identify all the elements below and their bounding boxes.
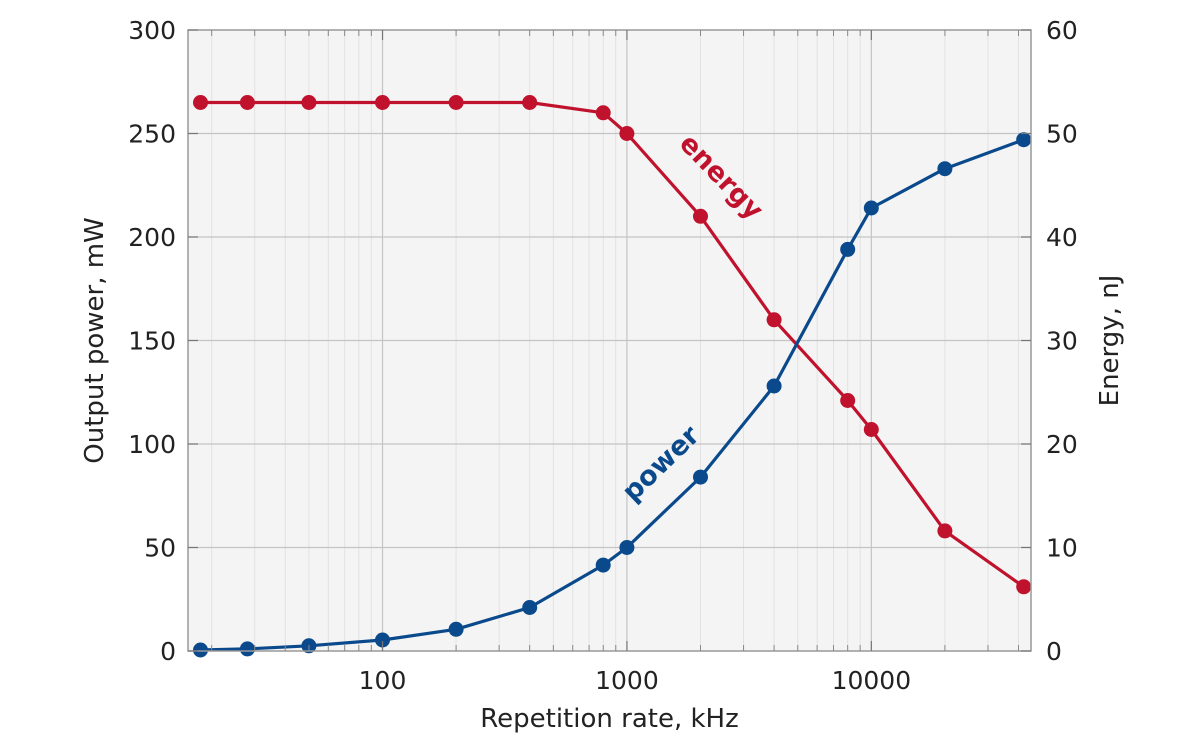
x-axis-title: Repetition rate, kHz <box>480 704 738 734</box>
y-left-tick-label: 300 <box>128 16 176 45</box>
y-right-tick-label: 40 <box>1046 223 1078 252</box>
power-data-point <box>522 600 538 615</box>
y-right-tick-label: 30 <box>1046 327 1078 356</box>
y-left-tick-label: 200 <box>128 223 176 252</box>
y-left-tick-label: 250 <box>128 120 176 149</box>
y-right-tick-label: 50 <box>1046 120 1078 149</box>
y-right-axis-title: Energy, nJ <box>1095 275 1125 407</box>
power-data-point <box>937 161 953 177</box>
power-data-point <box>693 469 708 485</box>
energy-data-point <box>193 95 208 110</box>
energy-data-point <box>301 95 317 110</box>
energy-data-point <box>840 393 856 408</box>
energy-data-point <box>937 523 953 539</box>
energy-data-point <box>766 312 782 328</box>
energy-data-point <box>863 422 879 437</box>
power-data-point <box>448 621 464 637</box>
y-right-tick-label: 0 <box>1046 637 1062 666</box>
energy-data-point <box>619 126 635 141</box>
power-data-point <box>1016 132 1032 148</box>
y-left-tick-label: 150 <box>128 327 176 356</box>
power-data-point <box>863 200 879 216</box>
power-data-point <box>766 378 782 394</box>
energy-data-point <box>1016 579 1032 595</box>
x-tick-label: 1000 <box>595 666 659 695</box>
y-left-tick-label: 50 <box>144 534 176 563</box>
y-left-tick-label: 0 <box>160 637 176 666</box>
series-layer <box>193 95 1032 658</box>
power-data-point <box>595 557 611 573</box>
energy-data-point <box>375 95 390 110</box>
axis-ticks <box>188 29 1031 652</box>
power-data-point <box>375 632 390 648</box>
energy-data-point <box>595 105 611 121</box>
power-data-point <box>193 642 208 658</box>
major-gridlines <box>188 30 1031 651</box>
y-left-tick-label: 100 <box>128 430 176 459</box>
y-right-tick-label: 20 <box>1046 430 1078 459</box>
energy-data-point <box>448 95 464 110</box>
y-left-axis-title: Output power, mW <box>80 217 110 464</box>
power-data-point <box>619 540 635 555</box>
x-tick-label: 10000 <box>832 666 912 695</box>
y-right-tick-label: 10 <box>1046 534 1078 563</box>
energy-data-point <box>693 208 708 224</box>
x-tick-label: 100 <box>359 666 407 695</box>
power-data-point <box>239 641 255 657</box>
energy-data-point <box>239 95 255 110</box>
y-right-tick-label: 60 <box>1046 16 1078 45</box>
power-series-line <box>200 138 1025 652</box>
energy-data-point <box>522 95 538 110</box>
tick-labels: 100 1000 10000 0 50 100 150 200 250 300 0 10 20 30 40 5… <box>128 16 1078 695</box>
power-data-point <box>840 241 856 257</box>
